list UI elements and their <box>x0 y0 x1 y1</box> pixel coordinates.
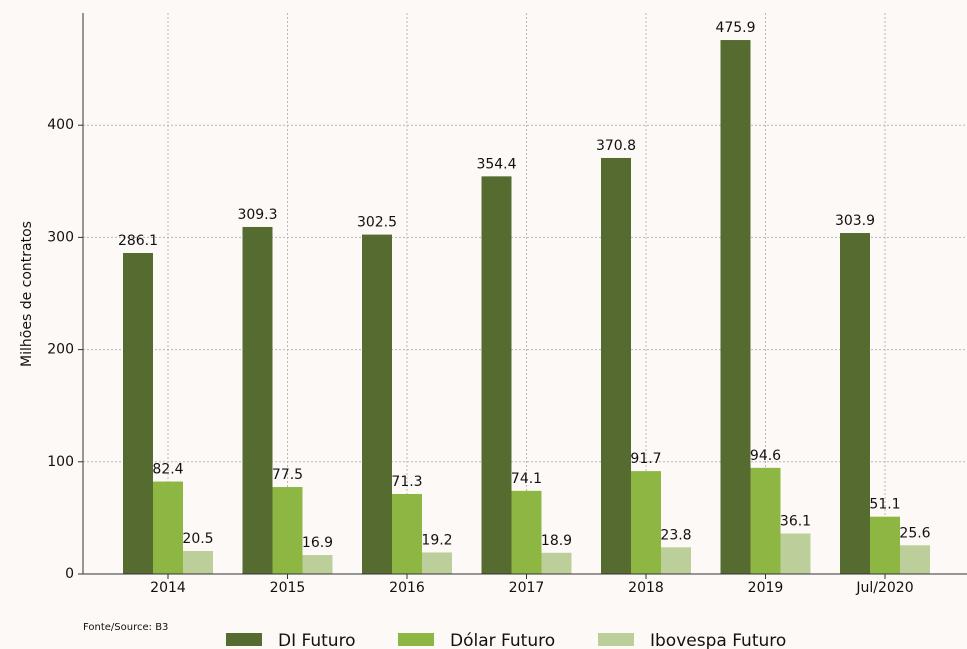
data-label: 71.3 <box>391 474 422 490</box>
x-tick-label: 2014 <box>150 580 186 596</box>
x-tick-label: 2018 <box>628 580 664 596</box>
data-label: 51.1 <box>869 497 900 513</box>
data-label: 370.8 <box>596 138 636 154</box>
y-tick-label: 400 <box>47 117 74 133</box>
data-label: 74.1 <box>511 471 542 487</box>
bar <box>661 547 691 574</box>
bar <box>780 533 811 574</box>
bar <box>392 494 422 574</box>
data-label: 25.6 <box>899 525 930 541</box>
data-label: 77.5 <box>272 467 303 483</box>
data-label: 475.9 <box>715 20 755 36</box>
bar <box>900 545 930 574</box>
data-label: 20.5 <box>182 531 213 547</box>
bar <box>870 516 900 574</box>
bar <box>302 555 333 574</box>
legend-label: Dólar Futuro <box>450 631 555 649</box>
data-label: 303.9 <box>835 213 875 229</box>
bar <box>541 552 572 574</box>
bar <box>481 176 512 574</box>
legend-swatch <box>398 633 434 646</box>
y-tick-label: 0 <box>65 566 74 582</box>
source-note: Fonte/Source: B3 <box>83 622 168 633</box>
x-tick-label: 2015 <box>270 580 306 596</box>
bar <box>750 467 781 574</box>
legend-swatch <box>226 633 262 646</box>
y-tick-label: 300 <box>47 229 74 245</box>
bar <box>601 157 631 574</box>
bar <box>720 40 751 574</box>
bar <box>840 233 870 574</box>
x-tick-label: Jul/2020 <box>855 580 913 596</box>
data-label: 302.5 <box>357 215 397 231</box>
bar <box>631 471 661 574</box>
legend-label: Ibovespa Futuro <box>650 631 786 649</box>
x-tick-label: 2019 <box>748 580 784 596</box>
y-tick-label: 100 <box>47 454 74 470</box>
data-label: 23.8 <box>660 527 691 543</box>
legend-swatch <box>598 633 634 646</box>
y-tick-label: 200 <box>47 342 74 358</box>
bar <box>123 252 153 575</box>
x-tick-label: 2016 <box>389 580 425 596</box>
x-tick-label: 2017 <box>509 580 545 596</box>
data-label: 94.6 <box>750 448 781 464</box>
data-label: 91.7 <box>630 451 661 467</box>
bar <box>153 481 183 574</box>
data-label: 82.4 <box>152 462 183 478</box>
data-label: 354.4 <box>476 156 516 172</box>
data-label: 286.1 <box>118 233 158 249</box>
bar <box>242 226 273 574</box>
bar <box>422 552 452 574</box>
data-label: 19.2 <box>421 532 452 548</box>
legend-label: DI Futuro <box>278 631 356 649</box>
y-axis-label: Milhões de contratos <box>19 221 35 367</box>
bar <box>362 234 392 574</box>
bar <box>272 487 303 574</box>
bar <box>183 550 213 574</box>
data-label: 18.9 <box>541 533 572 549</box>
data-label: 36.1 <box>780 513 811 529</box>
bar <box>511 490 542 574</box>
data-label: 16.9 <box>302 535 333 551</box>
data-label: 309.3 <box>237 207 277 223</box>
